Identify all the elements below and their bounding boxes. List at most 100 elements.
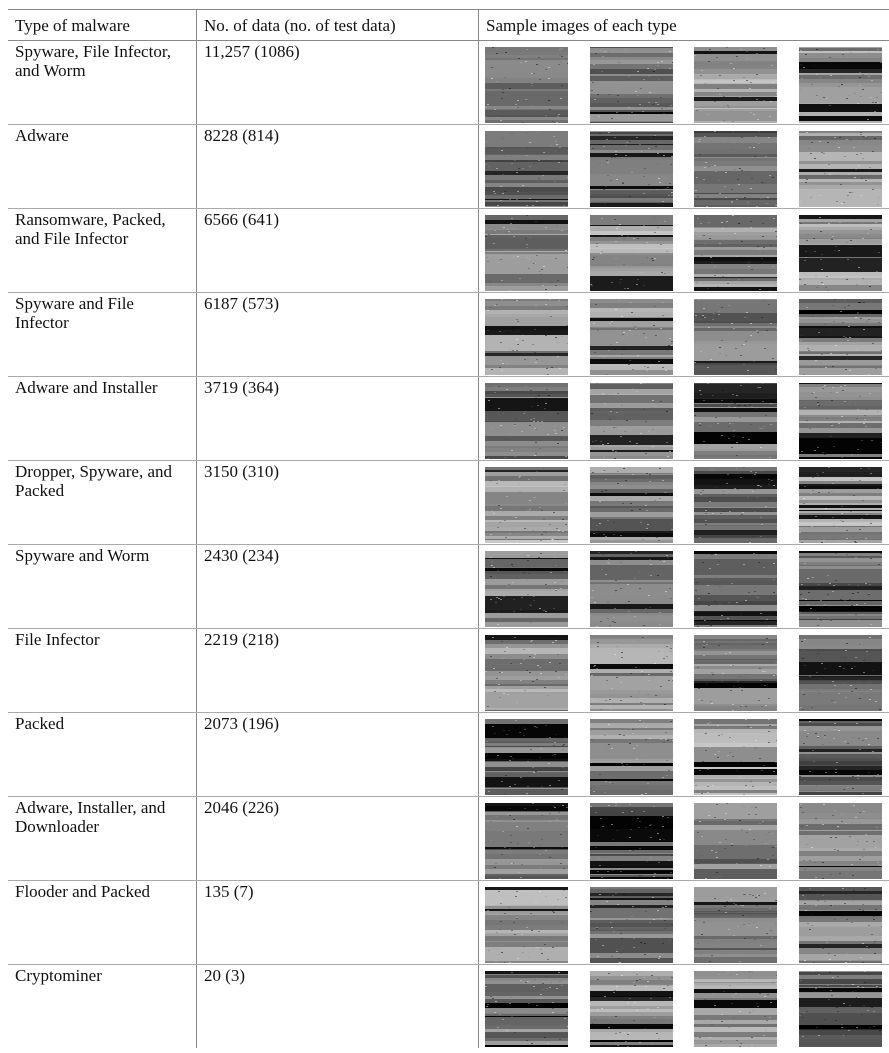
image-noise <box>521 597 523 598</box>
image-noise <box>869 167 871 168</box>
image-noise <box>841 203 843 204</box>
image-noise <box>869 286 871 287</box>
image-noise <box>875 368 877 369</box>
image-noise <box>703 179 705 180</box>
image-noise <box>803 860 805 861</box>
image-band <box>590 923 673 927</box>
image-noise <box>829 174 831 175</box>
image-noise <box>537 421 539 422</box>
image-noise <box>845 894 847 895</box>
image-noise <box>670 642 672 643</box>
image-noise <box>603 189 605 190</box>
image-noise <box>839 134 841 135</box>
image-noise <box>509 1003 511 1004</box>
image-noise <box>503 275 505 276</box>
image-noise <box>643 342 645 343</box>
image-band <box>485 520 568 522</box>
image-noise <box>741 137 743 138</box>
image-noise <box>623 349 625 350</box>
image-noise <box>508 584 510 585</box>
image-noise <box>849 192 851 193</box>
image-noise <box>865 538 867 539</box>
image-noise <box>603 62 605 63</box>
image-band <box>590 557 673 560</box>
image-noise <box>717 286 719 287</box>
image-noise <box>825 287 827 288</box>
image-noise <box>558 530 560 531</box>
image-noise <box>636 1010 638 1011</box>
image-band <box>590 346 673 350</box>
image-noise <box>543 610 545 611</box>
image-band <box>485 416 568 421</box>
image-band <box>485 552 568 556</box>
image-band <box>485 708 568 710</box>
image-band <box>590 723 673 725</box>
image-noise <box>648 953 650 954</box>
image-noise <box>800 779 802 780</box>
image-noise <box>877 774 879 775</box>
image-noise <box>866 409 868 410</box>
image-noise <box>751 251 753 252</box>
image-band <box>590 1016 673 1019</box>
image-band <box>799 177 882 179</box>
image-noise <box>864 888 866 889</box>
image-noise <box>664 928 666 929</box>
image-band <box>485 89 568 91</box>
image-noise <box>754 485 756 486</box>
image-band <box>799 960 882 961</box>
image-noise <box>548 78 550 79</box>
image-noise <box>881 350 882 351</box>
image-noise <box>615 1016 617 1017</box>
image-noise <box>508 950 510 951</box>
image-band <box>590 1001 673 1006</box>
image-noise <box>736 974 738 975</box>
image-noise <box>504 847 506 848</box>
image-noise <box>590 284 592 285</box>
image-noise <box>854 93 856 94</box>
image-band <box>694 143 777 149</box>
image-noise <box>760 198 762 199</box>
image-noise <box>524 528 526 529</box>
image-noise <box>809 428 811 429</box>
image-noise <box>705 524 707 525</box>
image-noise <box>869 637 871 638</box>
image-noise <box>648 431 650 432</box>
image-noise <box>504 191 506 192</box>
image-band <box>799 566 882 569</box>
image-band <box>694 301 777 313</box>
image-noise <box>644 1028 646 1029</box>
malware-type: Packed <box>8 713 197 797</box>
image-noise <box>607 175 609 176</box>
image-noise <box>728 406 730 407</box>
image-noise <box>497 688 499 689</box>
image-noise <box>801 451 803 452</box>
image-noise <box>556 539 558 540</box>
image-noise <box>593 257 595 258</box>
image-noise <box>517 578 519 579</box>
image-noise <box>501 781 503 782</box>
image-noise <box>555 141 557 142</box>
image-noise <box>863 526 865 527</box>
image-noise <box>509 232 511 233</box>
image-band <box>799 365 882 366</box>
image-noise <box>759 993 761 994</box>
image-noise <box>872 985 874 986</box>
image-noise <box>604 51 606 52</box>
image-noise <box>671 855 673 856</box>
image-noise <box>707 288 709 289</box>
image-band <box>485 356 568 357</box>
image-noise <box>523 659 525 660</box>
image-noise <box>856 845 858 846</box>
image-band <box>485 301 568 306</box>
image-noise <box>697 832 699 833</box>
image-noise <box>725 338 727 339</box>
image-noise <box>556 122 558 123</box>
image-noise <box>638 640 640 641</box>
image-noise <box>819 693 821 694</box>
image-noise <box>874 669 876 670</box>
image-noise <box>535 397 537 398</box>
image-noise <box>768 822 770 823</box>
image-noise <box>661 61 663 62</box>
image-band <box>485 847 568 849</box>
image-band <box>485 906 568 909</box>
